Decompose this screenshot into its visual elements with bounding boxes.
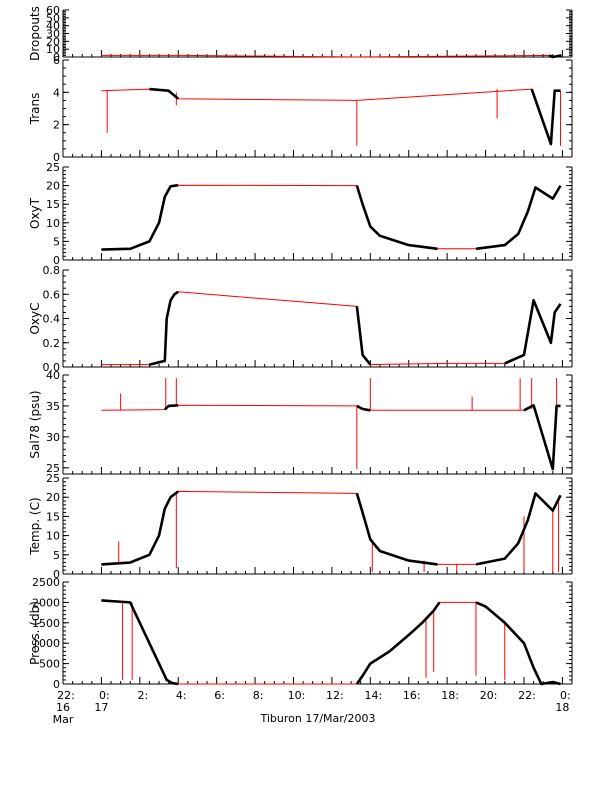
- y-axis-label: OxyC: [28, 302, 42, 334]
- y-axis-label: Temp. (C): [28, 497, 42, 555]
- panel-4: 0.0 0.2 0.4 0.6 0.8 OxyC: [28, 264, 573, 374]
- x-tick-label: 16: [56, 701, 70, 714]
- y-axis-label: Trans: [28, 93, 42, 126]
- chart-title: Tiburon 17/Mar/2003: [259, 712, 375, 725]
- x-tick-label: 0:: [560, 689, 571, 702]
- y-tick-label: 0: [53, 51, 60, 64]
- gap-line: [101, 404, 561, 470]
- y-tick-label: 25: [46, 161, 60, 174]
- y-axis-label: Dropouts: [28, 6, 42, 61]
- y-tick-label: 5: [53, 549, 60, 562]
- data-line: [548, 54, 562, 59]
- panel-7: 0 500 1000 1500 2000 2500 Press. (db): [28, 576, 573, 691]
- x-tick-label: 0:: [99, 689, 110, 702]
- x-tick-label: 20:: [480, 689, 498, 702]
- y-tick-label: 0.8: [43, 264, 61, 277]
- data-line: [101, 490, 179, 566]
- y-tick-label: 2500: [32, 576, 60, 589]
- x-tick-label: 22:: [57, 689, 75, 702]
- data-line: [356, 404, 371, 412]
- x-tick-label: 18:: [441, 689, 459, 702]
- y-tick-label: 0: [53, 678, 60, 691]
- x-tick-label: 8:: [253, 689, 264, 702]
- y-tick-label: 6: [53, 54, 60, 67]
- y-tick-label: 40: [46, 369, 60, 382]
- data-line: [523, 403, 561, 471]
- y-tick-label: 0.6: [43, 288, 61, 301]
- gap-line: [101, 184, 561, 251]
- data-line: [355, 306, 372, 366]
- y-tick-label: 25: [46, 462, 60, 475]
- y-tick-label: 10: [46, 43, 60, 56]
- y-tick-label: 2: [53, 119, 60, 132]
- y-tick-label: 30: [46, 431, 60, 444]
- data-line: [504, 298, 562, 365]
- panel-2: 0 2 4 6 Trans: [28, 54, 573, 164]
- data-line: [163, 404, 179, 411]
- y-tick-label: 0: [53, 568, 60, 581]
- y-tick-label: 0: [53, 254, 60, 267]
- data-line: [149, 87, 180, 100]
- panel-6: 0 5 10 15 20 25 Temp. (C): [28, 472, 573, 581]
- y-tick-label: 0.2: [43, 337, 61, 350]
- data-line: [355, 601, 441, 685]
- y-axis-label: Sal78 (psu): [28, 390, 42, 458]
- y-tick-label: 4: [53, 86, 60, 99]
- x-tick-label: 12:: [326, 689, 344, 702]
- panel-5: 25 30 35 40 Sal78 (psu): [28, 369, 573, 475]
- data-line: [475, 184, 562, 251]
- x-tick-label: Mar: [53, 713, 74, 726]
- y-tick-label: 40: [46, 20, 60, 33]
- y-tick-label: 30: [46, 28, 60, 41]
- x-tick-label: 17: [94, 701, 108, 714]
- x-tick-label: 22:: [518, 689, 536, 702]
- y-tick-label: 35: [46, 400, 60, 413]
- data-line: [475, 492, 562, 566]
- y-tick-label: 15: [46, 510, 60, 523]
- y-tick-label: 0.4: [43, 313, 61, 326]
- gap-line: [101, 88, 561, 145]
- y-tick-label: 1500: [32, 617, 60, 630]
- y-tick-label: 10: [46, 530, 60, 543]
- panels: 0102030405060Dropouts0246Trans0510152025…: [28, 4, 573, 691]
- y-tick-label: 10: [46, 217, 60, 230]
- data-line: [355, 493, 438, 566]
- y-axis-label: OxyT: [28, 197, 42, 229]
- y-tick-label: 500: [39, 658, 60, 671]
- data-line: [149, 290, 179, 366]
- y-tick-label: 0: [53, 151, 60, 164]
- y-axis-label: Press. (db): [28, 601, 42, 665]
- data-line: [101, 183, 179, 251]
- y-tick-label: 15: [46, 198, 60, 211]
- x-tick-label: 10:: [288, 689, 306, 702]
- y-tick-label: 1000: [32, 637, 60, 650]
- y-tick-label: 20: [46, 180, 60, 193]
- y-tick-label: 25: [46, 472, 60, 485]
- data-line: [475, 601, 561, 686]
- x-tick-label: 6:: [214, 689, 225, 702]
- data-line: [530, 88, 561, 146]
- y-tick-label: 60: [46, 4, 60, 17]
- y-tick-label: 20: [46, 491, 60, 504]
- gap-line: [101, 490, 561, 565]
- y-tick-label: 50: [46, 12, 60, 25]
- y-tick-label: 0.0: [43, 361, 61, 374]
- data-line: [355, 185, 438, 251]
- data-line: [101, 599, 179, 686]
- x-tick-label: 2:: [137, 689, 148, 702]
- x-tick-label: 4:: [176, 689, 187, 702]
- y-tick-label: 5: [53, 235, 60, 248]
- y-tick-label: 20: [46, 35, 60, 48]
- y-tick-label: 2000: [32, 596, 60, 609]
- x-tick-label: 18: [555, 701, 569, 714]
- x-tick-label: 16:: [403, 689, 421, 702]
- panel-3: 0 5 10 15 20 25 OxyT: [28, 161, 573, 267]
- x-tick-label: 14:: [364, 689, 382, 702]
